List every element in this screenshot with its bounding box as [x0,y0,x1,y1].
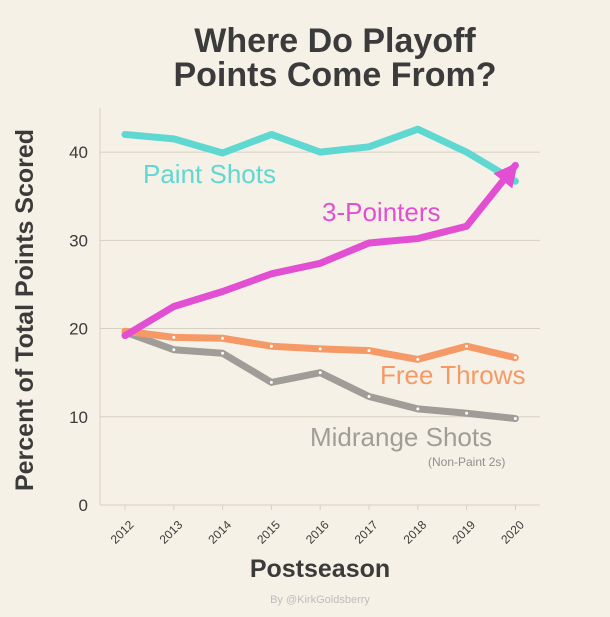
y-tick-label: 10 [69,408,88,427]
series-label-free-throws: Free Throws [380,360,525,390]
data-point [221,336,225,340]
series-label-midrange-shots: Midrange Shots [310,422,492,452]
series-sublabel-midrange: (Non-Paint 2s) [428,455,505,469]
y-axis-title: Percent of Total Points Scored [11,129,39,491]
series-line-3-pointers [121,161,519,340]
y-tick-label: 40 [69,143,88,162]
data-point [416,357,420,361]
series-line-free-throws [121,327,519,363]
data-point [513,417,517,421]
data-point [416,407,420,411]
data-point [318,371,322,375]
x-tick-label: 2016 [303,518,332,547]
x-tick-label: 2020 [498,518,527,547]
data-point [367,394,371,398]
x-tick-label: 2019 [449,518,478,547]
series-labels: Paint Shots 3-Pointers Free Throws Midrange… [143,159,525,469]
series-label-3-pointers: 3-Pointers [322,197,441,227]
data-point [318,347,322,351]
x-tick-label: 2013 [157,518,186,547]
data-point [221,351,225,355]
chart-credit: By @KirkGoldsberry [270,594,370,606]
series-lines [121,125,519,423]
data-point [172,348,176,352]
y-tick-label: 0 [79,496,88,515]
x-tick-label: 2018 [401,518,430,547]
data-point [465,344,469,348]
series-line-paint-shots [121,125,519,185]
y-tick-label: 20 [69,320,88,339]
y-tick-labels: 0 10 20 30 40 [69,143,88,515]
chart-title-line-2: Points Come From? [173,56,496,94]
y-tick-label: 30 [69,231,88,250]
series-label-paint-shots: Paint Shots [143,159,276,189]
data-point [172,335,176,339]
x-tick-label: 2017 [352,518,381,547]
x-tick-labels: 2012 2013 2014 2015 2016 2017 2018 2019 2020 [108,505,527,547]
data-point [367,349,371,353]
x-tick-label: 2015 [254,518,283,547]
data-point [513,356,517,360]
chart-title-line-1: Where Do Playoff [194,22,476,60]
x-tick-label: 2014 [205,518,234,547]
three-pointers-arrowhead [493,162,518,189]
data-point [465,411,469,415]
x-axis-title: Postseason [250,555,390,583]
data-point [269,344,273,348]
data-point [269,380,273,384]
x-tick-label: 2012 [108,518,137,547]
